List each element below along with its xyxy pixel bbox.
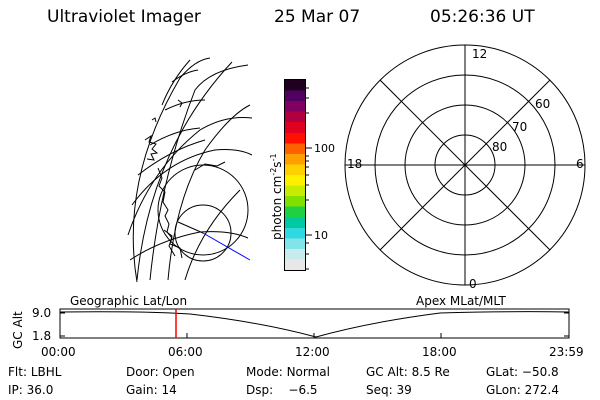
polar-label-bottom: 0 — [469, 277, 477, 291]
time-label: 05:26:36 UT — [430, 7, 535, 27]
colorbar — [284, 79, 306, 271]
timeline-y-tick-top: 9.0 — [32, 306, 52, 320]
timeline-x-tick-0: 00:00 — [41, 345, 76, 359]
timeline-x-tick-4: 23:59 — [549, 345, 584, 359]
status-gc-alt: GC Alt: 8.5 Re — [366, 365, 450, 379]
polar-lat-60: 60 — [535, 97, 551, 111]
status-flt: Flt: LBHL — [8, 365, 62, 379]
instrument-title: Ultraviolet Imager — [47, 7, 201, 27]
timeline-y-tick-bottom: 1.8 — [32, 329, 52, 343]
timeline-x-tick-3: 18:00 — [422, 345, 457, 359]
polar-label-top: 12 — [472, 47, 488, 61]
status-ip: IP: 36.0 — [8, 383, 54, 397]
status-gain: Gain: 14 — [126, 383, 177, 397]
status-mode: Mode: Normal — [246, 365, 330, 379]
colorbar-tick-100: 100 — [314, 142, 335, 155]
colorbar-tick-10: 10 — [314, 229, 328, 242]
timeline-left-title: Geographic Lat/Lon — [70, 294, 188, 308]
polar-label-right: 6 — [576, 157, 584, 171]
status-glat: GLat: −50.8 — [486, 365, 559, 379]
status-door: Door: Open — [126, 365, 195, 379]
status-seq: Seq: 39 — [366, 383, 412, 397]
polar-label-left: 18 — [347, 157, 363, 171]
status-glon: GLon: 272.4 — [486, 383, 559, 397]
date-label: 25 Mar 07 — [274, 7, 361, 27]
timeline-right-title: Apex MLat/MLT — [416, 294, 506, 308]
status-dsp: Dsp: −6.5 — [246, 383, 318, 397]
polar-lat-70: 70 — [512, 120, 528, 134]
timeline-x-tick-1: 06:00 — [168, 345, 203, 359]
polar-lat-80: 80 — [492, 140, 508, 154]
timeline-x-tick-2: 12:00 — [295, 345, 330, 359]
